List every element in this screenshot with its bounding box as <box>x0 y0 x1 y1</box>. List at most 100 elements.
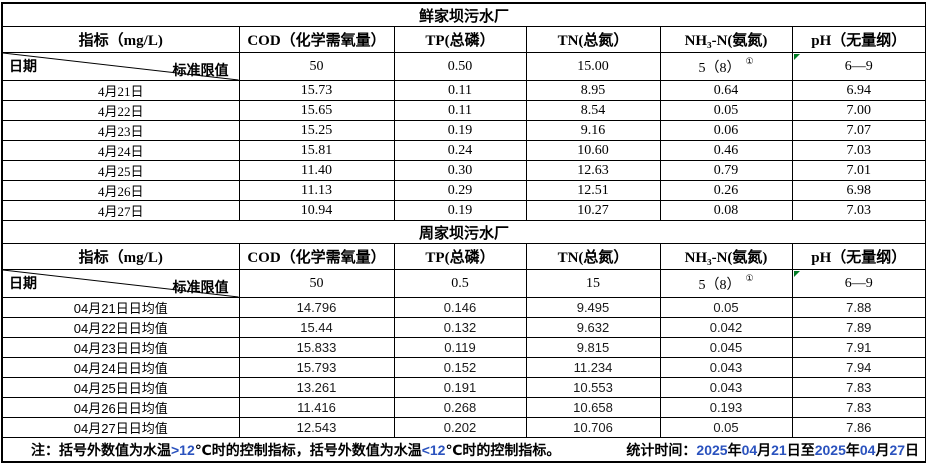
value-cell: 0.132 <box>393 317 527 338</box>
date-cell: 4月21日 <box>1 80 240 101</box>
limit-value: 0.50 <box>447 58 473 74</box>
column-header: pH（无量纲） <box>791 243 926 270</box>
date-cell: 04月22日日均值 <box>1 317 240 338</box>
date-axis-label: 日期 <box>9 277 37 292</box>
stat-time-text: 年 <box>727 441 742 458</box>
comment-marker-icon <box>793 271 800 277</box>
value-cell: 0.29 <box>393 180 527 201</box>
plant-title-row: 鲜家坝污水厂 <box>1 2 926 27</box>
value-cell: 0.268 <box>393 397 527 418</box>
column-header: NH₃-N(氨氮) <box>659 26 793 53</box>
data-row: 04月25日日均值 13.261 0.191 10.553 0.043 7.83 <box>1 377 926 398</box>
value-cell: 12.543 <box>238 417 395 438</box>
date-cell: 4月27日 <box>1 200 240 221</box>
value-cell: 7.94 <box>791 357 926 378</box>
footnote-text: 注：括号外数值为水温 <box>31 441 171 458</box>
value-cell: 0.202 <box>393 417 527 438</box>
data-row: 04月26日日均值 11.416 0.268 10.658 0.193 7.83 <box>1 397 926 418</box>
value-cell: 9.16 <box>525 120 661 141</box>
value-cell: 13.261 <box>238 377 395 398</box>
value-cell: 9.815 <box>525 337 661 358</box>
value-cell: 15.81 <box>238 140 395 161</box>
column-header-row: 指标（mg/L) COD（化学需氧量） TP(总磷） TN(总氮） NH₃-N(氨氮) p… <box>1 26 926 53</box>
footnote-text: ℃时的控制指标。 <box>445 441 561 458</box>
value-cell: 0.042 <box>659 317 793 338</box>
value-cell: 10.60 <box>525 140 661 161</box>
date-cell: 4月26日 <box>1 180 240 201</box>
value-cell: 7.01 <box>791 160 926 181</box>
date-cell: 04月21日日均值 <box>1 297 240 318</box>
value-cell: 7.83 <box>791 397 926 418</box>
value-cell: 0.19 <box>393 200 527 221</box>
standard-limit-cell: 50 <box>238 269 395 298</box>
value-cell: 11.40 <box>238 160 395 181</box>
date-cell: 04月23日日均值 <box>1 337 240 358</box>
comment-marker-icon <box>793 54 800 60</box>
value-cell: 15.65 <box>238 100 395 121</box>
value-cell: 10.27 <box>525 200 661 221</box>
limit-value: 6—9 <box>844 58 873 74</box>
value-cell: 0.043 <box>659 357 793 378</box>
value-cell: 0.045 <box>659 337 793 358</box>
stat-time-text: 统计时间： <box>626 441 697 458</box>
stat-time-text: 04 <box>859 441 876 458</box>
limit-value: 50 <box>309 275 324 291</box>
standard-limit-cell: 15 <box>525 269 661 298</box>
data-row: 4月21日 15.73 0.11 8.95 0.64 6.94 <box>1 80 926 101</box>
diagonal-header-cell: 日期 标准限值 <box>1 269 240 298</box>
date-cell: 04月26日日均值 <box>1 397 240 418</box>
stat-time-text: 2025 <box>696 441 728 458</box>
value-cell: 15.793 <box>238 357 395 378</box>
value-cell: 0.152 <box>393 357 527 378</box>
value-cell: 15.25 <box>238 120 395 141</box>
value-cell: 0.193 <box>659 397 793 418</box>
value-cell: 7.86 <box>791 417 926 438</box>
column-header: 指标（mg/L) <box>1 243 240 270</box>
stat-time-text: 月 <box>875 441 890 458</box>
value-cell: 0.05 <box>659 297 793 318</box>
value-cell: 11.13 <box>238 180 395 201</box>
value-cell: 7.00 <box>791 100 926 121</box>
value-cell: 7.91 <box>791 337 926 358</box>
date-cell: 04月24日日均值 <box>1 357 240 378</box>
value-cell: 7.83 <box>791 377 926 398</box>
footnote-cell: 注：括号外数值为水温>12℃时的控制指标，括号外数值为水温<12℃时的控制指标。… <box>1 437 926 463</box>
stat-time-text: 04 <box>741 441 758 458</box>
data-row: 04月21日日均值 14.796 0.146 9.495 0.05 7.88 <box>1 297 926 318</box>
value-cell: 10.706 <box>525 417 661 438</box>
standard-limit-cell: 0.5 <box>393 269 527 298</box>
diagonal-header-cell: 日期 标准限值 <box>1 52 240 81</box>
date-cell: 4月23日 <box>1 120 240 141</box>
value-cell: 0.79 <box>659 160 793 181</box>
limit-value: 15.00 <box>577 58 609 74</box>
date-cell: 4月25日 <box>1 160 240 181</box>
value-cell: 6.94 <box>791 80 926 101</box>
data-row: 04月23日日均值 15.833 0.119 9.815 0.045 7.91 <box>1 337 926 358</box>
standard-limit-cell: 15.00 <box>525 52 661 81</box>
stat-time-text: 21 <box>771 441 787 458</box>
standard-limit-cell: 6—9 <box>791 52 926 81</box>
data-row: 4月26日 11.13 0.29 12.51 0.26 6.98 <box>1 180 926 201</box>
standard-limit-row: 日期 标准限值 50 0.5 15 5（8） ① 6—9 <box>1 269 926 298</box>
value-cell: 9.632 <box>525 317 661 338</box>
footnote-text: ℃时的控制指标，括号外数值为水温 <box>194 441 422 458</box>
limit-value: 50 <box>309 58 324 74</box>
value-cell: 8.54 <box>525 100 661 121</box>
limit-value: 6—9 <box>844 275 873 291</box>
value-cell: 0.30 <box>393 160 527 181</box>
stat-time-text: 日 <box>905 441 920 458</box>
value-cell: 0.043 <box>659 377 793 398</box>
footnote-ref-marker: ① <box>745 272 754 283</box>
standard-limit-label: 标准限值 <box>172 64 229 79</box>
date-cell: 4月24日 <box>1 140 240 161</box>
limit-value: 5（8） <box>698 60 741 76</box>
value-cell: 15.73 <box>238 80 395 101</box>
value-cell: 0.191 <box>393 377 527 398</box>
column-header: COD（化学需氧量） <box>238 243 395 270</box>
stat-time-text: 日至 <box>786 441 815 458</box>
data-row: 4月25日 11.40 0.30 12.63 0.79 7.01 <box>1 160 926 181</box>
value-cell: 0.19 <box>393 120 527 141</box>
limit-value: 15 <box>586 275 600 291</box>
data-row: 4月27日 10.94 0.19 10.27 0.08 7.03 <box>1 200 926 221</box>
